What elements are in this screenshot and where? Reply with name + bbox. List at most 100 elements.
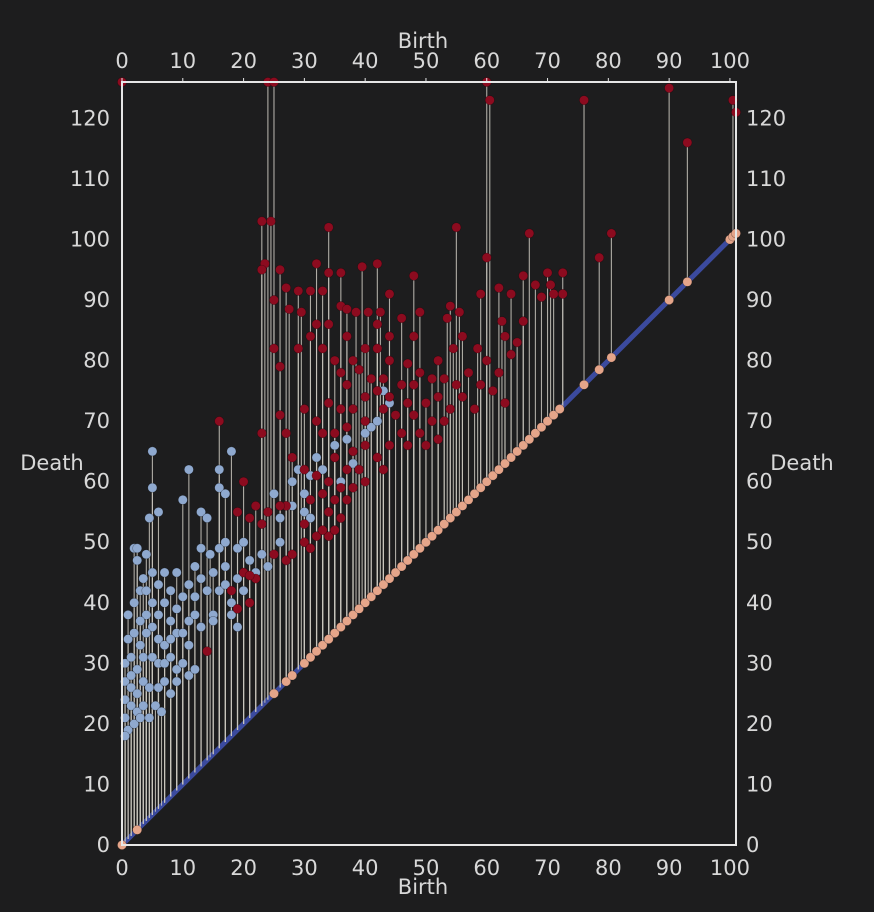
- point-dim0: [457, 500, 468, 511]
- point-dim1: [348, 458, 358, 469]
- y-tick-label-right: 30: [746, 651, 773, 675]
- point-dim1: [190, 561, 200, 572]
- point-dim1: [141, 585, 152, 596]
- point-dim1: [141, 628, 152, 638]
- point-dim0: [682, 276, 693, 287]
- point-dim1: [190, 591, 200, 602]
- point-dim0: [348, 609, 358, 620]
- point-dim2: [269, 343, 279, 354]
- point-dim1: [275, 537, 285, 548]
- point-dim2: [421, 440, 431, 451]
- point-dim2: [323, 319, 334, 330]
- point-dim2: [317, 286, 328, 296]
- point-dim1: [256, 549, 267, 560]
- point-dim2: [524, 228, 535, 239]
- point-dim2: [384, 440, 395, 451]
- point-dim1: [205, 549, 216, 560]
- point-dim0: [366, 591, 377, 602]
- point-dim2: [475, 379, 486, 390]
- point-dim1: [177, 591, 188, 602]
- y-tick-label-left: 120: [70, 106, 110, 130]
- point-dim0: [414, 543, 425, 554]
- x-tick-label-top: 10: [169, 49, 196, 73]
- point-dim2: [342, 331, 352, 342]
- point-dim2: [232, 507, 243, 517]
- point-dim2: [439, 373, 450, 384]
- point-dim2: [408, 410, 419, 420]
- x-axis-title-top: Birth: [398, 29, 448, 53]
- point-dim2: [481, 252, 492, 263]
- y-tick-label-right: 20: [746, 712, 773, 736]
- point-dim1: [153, 634, 164, 645]
- point-dim1: [159, 658, 170, 669]
- point-dim2: [487, 385, 498, 396]
- point-dim2: [244, 513, 255, 523]
- point-dim2: [311, 416, 322, 427]
- point-dim0: [427, 531, 437, 542]
- point-dim0: [548, 410, 559, 420]
- point-dim2: [427, 416, 437, 427]
- point-dim1: [317, 464, 328, 475]
- point-dim2: [378, 404, 389, 414]
- point-dim1: [269, 488, 279, 499]
- point-dim1: [138, 573, 149, 584]
- point-dim2: [402, 398, 413, 408]
- point-dim2: [329, 428, 340, 439]
- point-dim0: [512, 446, 523, 457]
- point-dim1: [144, 513, 155, 523]
- point-dim2: [232, 603, 243, 614]
- y-tick-label-left: 70: [83, 409, 110, 433]
- point-dim2: [244, 597, 255, 608]
- point-dim2: [329, 525, 340, 536]
- y-tick-label-left: 80: [83, 349, 110, 373]
- point-dim1: [165, 652, 176, 663]
- point-dim1: [126, 652, 137, 663]
- point-dim2: [506, 289, 516, 299]
- y-tick-label-left: 20: [83, 712, 110, 736]
- point-dim1: [360, 428, 371, 439]
- point-dim2: [335, 367, 346, 378]
- point-dim2: [557, 267, 568, 278]
- point-dim2: [281, 282, 292, 293]
- point-dim2: [451, 379, 462, 390]
- point-dim2: [484, 95, 495, 106]
- ticks-group: 0010102020303040405050606070708080909010…: [70, 49, 786, 880]
- point-dim2: [284, 304, 295, 314]
- point-dim1: [132, 664, 143, 675]
- point-dim1: [165, 634, 176, 645]
- point-dim2: [354, 364, 364, 375]
- x-tick-label-bottom: 10: [169, 856, 196, 880]
- point-dim1: [159, 676, 170, 687]
- point-dim1: [196, 543, 206, 554]
- y-tick-label-left: 60: [83, 470, 110, 494]
- point-dim1: [165, 688, 176, 699]
- point-dim2: [512, 337, 523, 348]
- point-dim2: [396, 313, 407, 324]
- point-dim2: [360, 391, 371, 402]
- point-dim1: [226, 597, 237, 608]
- point-dim2: [275, 264, 285, 275]
- point-dim2: [421, 398, 431, 408]
- plot-frame: [121, 81, 737, 846]
- point-dim2: [439, 416, 450, 427]
- point-dim2: [433, 391, 444, 402]
- point-dim1: [202, 585, 213, 596]
- point-dim2: [323, 531, 334, 542]
- point-dim2: [545, 279, 556, 290]
- point-dim0: [451, 507, 462, 517]
- point-dim2: [375, 307, 386, 318]
- point-dim2: [342, 464, 352, 475]
- point-dim1: [329, 440, 340, 451]
- point-dim2: [530, 279, 541, 290]
- point-dim0: [323, 634, 334, 645]
- point-dim1: [126, 700, 137, 711]
- x-tick-label-bottom: 100: [710, 856, 750, 880]
- point-dim1: [232, 573, 243, 584]
- point-dim2: [293, 286, 304, 296]
- point-dim2: [475, 289, 486, 299]
- y-tick-label-right: 110: [746, 167, 786, 191]
- point-dim2: [445, 404, 456, 414]
- point-dim2: [275, 410, 285, 420]
- point-dim2: [402, 358, 413, 369]
- point-dim2: [454, 307, 465, 318]
